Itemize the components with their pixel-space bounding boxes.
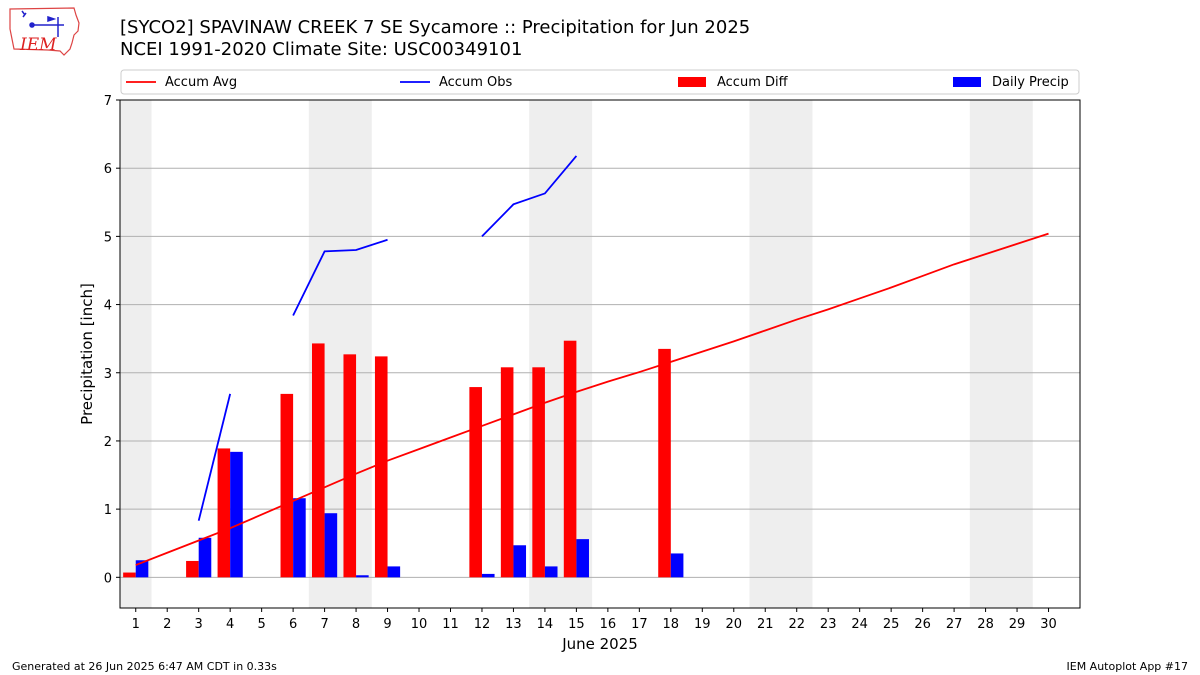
y-tick-label: 0	[104, 571, 112, 586]
accum-obs-line	[292, 238, 388, 316]
daily-precip-bar	[356, 575, 369, 578]
x-tick-label: 25	[883, 617, 900, 632]
legend-daily-precip-swatch	[953, 77, 981, 87]
accum-diff-bar	[343, 354, 357, 578]
x-tick-label: 14	[537, 617, 554, 632]
line-marks	[135, 155, 1049, 566]
y-tick-label: 2	[104, 435, 112, 450]
x-tick-label: 22	[788, 617, 805, 632]
x-tick-label: 3	[195, 617, 203, 632]
daily-precip-bar	[544, 566, 558, 578]
accum-obs-line	[481, 155, 578, 238]
accum-diff-bar	[500, 367, 514, 578]
plot-frame	[119, 99, 1081, 609]
chart-title: [SYCO2] SPAVINAW CREEK 7 SE Sycamore :: …	[120, 17, 751, 38]
x-tick-label: 20	[725, 617, 742, 632]
weekend-band	[120, 100, 152, 608]
y-tick-label: 1	[104, 503, 112, 518]
legend-daily-precip-label: Daily Precip	[992, 75, 1069, 90]
x-tick-label: 16	[600, 617, 617, 632]
x-tick-label: 26	[914, 617, 931, 632]
weather-station-icon	[21, 10, 64, 37]
x-tick-label: 6	[289, 617, 297, 632]
accum-diff-bar	[658, 348, 671, 578]
x-tick-label: 13	[505, 617, 522, 632]
x-tick-label: 15	[568, 617, 585, 632]
iem-logo: IEM	[9, 7, 80, 56]
grid-lines	[120, 99, 1080, 578]
accum-diff-bar	[469, 387, 482, 578]
iowa-state-outline	[9, 7, 80, 56]
y-tick-label: 5	[104, 230, 112, 245]
x-tick-label: 4	[226, 617, 234, 632]
weekend-band	[749, 100, 813, 608]
x-tick-label: 19	[694, 617, 711, 632]
accum-diff-bar	[186, 560, 199, 578]
x-tick-label: 17	[631, 617, 648, 632]
legend-accum-obs-label: Accum Obs	[439, 75, 512, 90]
x-tick-label: 21	[757, 617, 774, 632]
weekend-band	[969, 100, 1033, 608]
daily-precip-bar	[481, 573, 495, 578]
x-tick-label: 8	[352, 617, 360, 632]
x-tick-label: 28	[977, 617, 994, 632]
x-tick-label: 18	[663, 617, 680, 632]
accum-diff-bar	[374, 356, 388, 578]
accum-diff-bar	[312, 343, 325, 578]
legend-box	[120, 69, 1080, 95]
app-credit: IEM Autoplot App #17	[1066, 660, 1189, 673]
accum-obs-line	[197, 393, 232, 521]
accum-diff-bar	[532, 367, 545, 578]
x-tick-label: 12	[474, 617, 491, 632]
legend-accum-diff-label: Accum Diff	[717, 75, 789, 90]
x-tick-label: 24	[851, 617, 868, 632]
accum-diff-bar	[123, 572, 136, 578]
x-tick-label: 1	[132, 617, 140, 632]
y-tick-label: 6	[104, 162, 112, 177]
legend-accum-diff-swatch	[678, 77, 706, 87]
daily-precip-bar	[198, 537, 212, 578]
legend-accum-avg-label: Accum Avg	[165, 75, 237, 90]
y-tick-label: 7	[104, 94, 112, 109]
daily-precip-bar	[513, 545, 527, 578]
x-tick-label: 2	[163, 617, 171, 632]
daily-precip-bar	[324, 513, 338, 578]
x-axis-title: June 2025	[561, 635, 638, 653]
accum-avg-line	[135, 232, 1049, 566]
x-tick-label: 27	[946, 617, 963, 632]
x-tick-label: 23	[820, 617, 837, 632]
y-axis-title: Precipitation [inch]	[78, 283, 96, 425]
y-tick-label: 4	[104, 299, 112, 314]
logo-text: IEM	[19, 35, 57, 55]
x-tick-label: 10	[411, 617, 428, 632]
daily-precip-bar	[576, 539, 589, 578]
chart-subtitle: NCEI 1991-2020 Climate Site: USC00349101	[120, 39, 523, 60]
accum-diff-bar	[563, 340, 577, 578]
x-tick-label: 9	[383, 617, 391, 632]
accum-diff-bar	[280, 393, 294, 578]
daily-precip-bar	[387, 566, 401, 578]
daily-precip-bar	[670, 553, 684, 578]
legend: Accum Avg Accum Obs Accum Diff Daily Precip	[120, 69, 1080, 95]
x-tick-label: 5	[257, 617, 265, 632]
bar-marks	[123, 340, 684, 578]
accum-diff-bar	[217, 448, 231, 578]
x-tick-label: 29	[1009, 617, 1026, 632]
daily-precip-bar	[230, 451, 243, 578]
x-tick-label: 30	[1040, 617, 1057, 632]
daily-precip-bar	[293, 498, 306, 578]
x-tick-label: 11	[442, 617, 459, 632]
generated-timestamp: Generated at 26 Jun 2025 6:47 AM CDT in …	[12, 660, 277, 673]
y-tick-label: 3	[104, 367, 112, 382]
x-tick-label: 7	[320, 617, 328, 632]
